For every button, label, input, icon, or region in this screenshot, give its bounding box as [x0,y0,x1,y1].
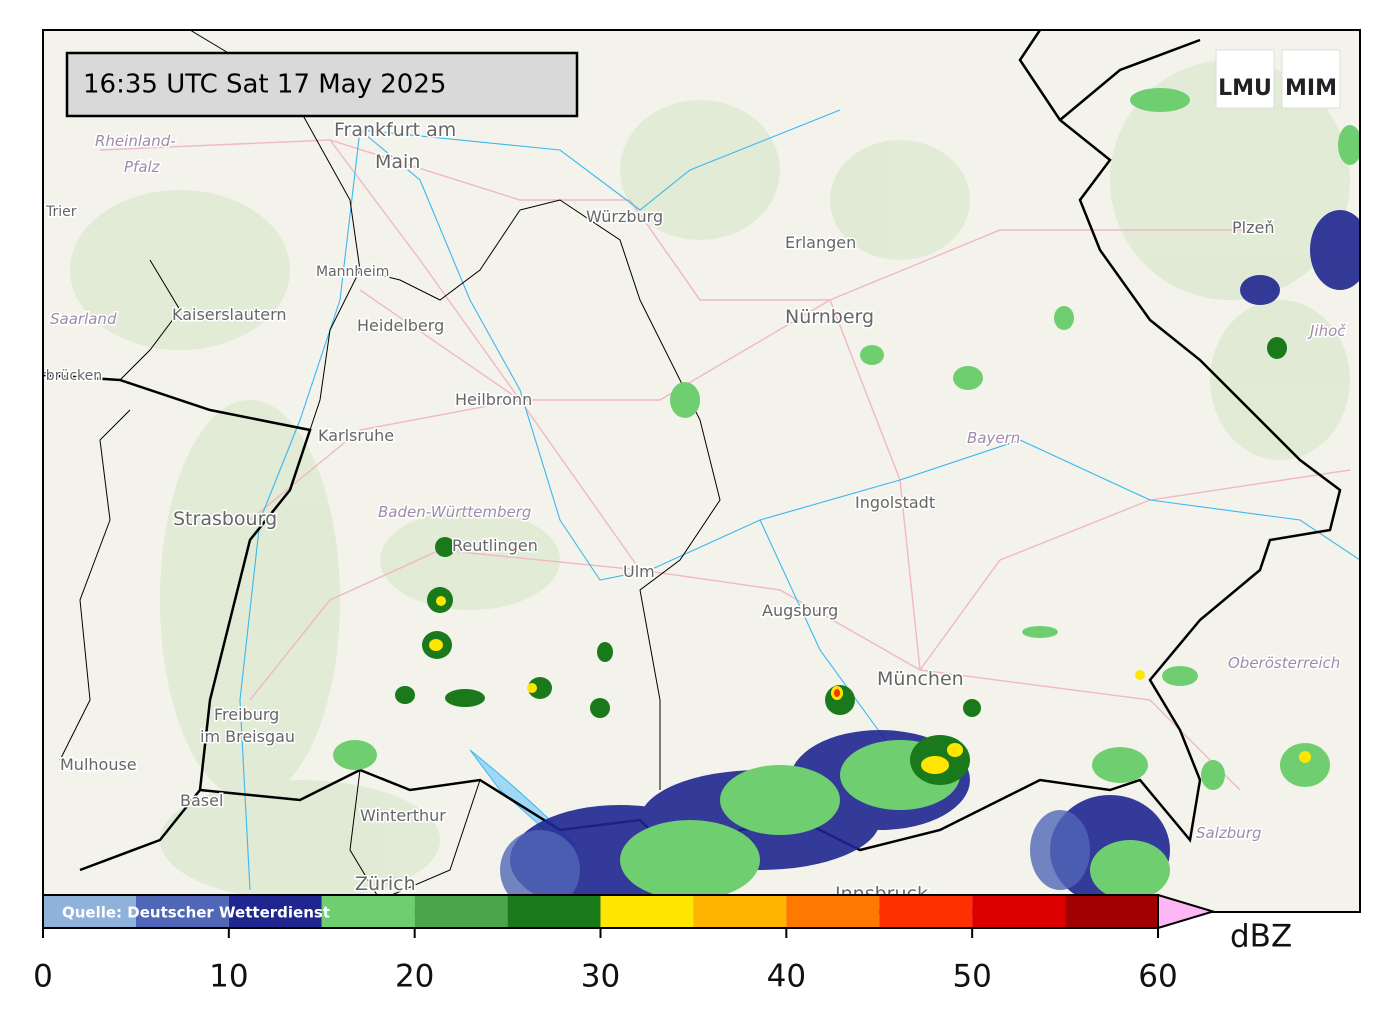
city-label: München [877,668,964,690]
colorbar-bin [1065,895,1158,928]
region-label: Rheinland- [95,132,176,150]
city-label: Karlsruhe [318,426,394,445]
colorbar-bin [43,895,136,928]
colorbar-tick-label: 50 [952,959,991,995]
colorbar: Quelle: Deutscher Wetterdienst 0 10 20 30 40 5… [33,893,1292,995]
city-label: Heilbronn [455,390,532,409]
city-label: im Breisgau [200,727,295,746]
logo-box [1281,49,1341,109]
city-label: Nürnberg [785,306,874,328]
colorbar-bin [507,895,601,928]
city-label: Trier [45,204,77,220]
colorbar-bin [228,895,322,928]
city-label: Mulhouse [60,755,137,774]
colorbar-tick-label: 10 [209,959,248,995]
city-label: Augsburg [762,601,838,620]
colorbar-tick-label: 60 [1138,959,1177,995]
city-label: Plzeň [1232,218,1274,237]
colorbar-bin [321,895,415,928]
city-label: Würzburg [586,207,663,226]
radar-echoes [333,88,1360,912]
region-label: Saarland [50,310,117,328]
city-label: Ingolstadt [855,493,935,512]
timestamp-background [65,51,579,118]
colorbar-bin [879,895,973,928]
city-label: Reutlingen [452,536,538,555]
timestamp-box: 16:35 UTC Sat 17 May 2025 [65,51,579,118]
city-label: Saarbrücken [14,368,102,384]
colorbar-bin [786,895,880,928]
city-label: Mannheim [316,264,389,280]
colorbar-tick-label: 30 [581,959,620,995]
city-label: Main [375,151,420,173]
logo-text: MIM [1285,76,1337,101]
city-label: Heidelberg [357,316,444,335]
region-label: Bayern [967,429,1020,447]
logo-text: LMU [1218,76,1272,101]
colorbar-unit: dBZ [1230,919,1292,955]
map-layer: Frankfurt am Main Rheinland- Pfalz Trier… [14,30,1360,912]
colorbar-tick-label: 20 [395,959,434,995]
colorbar-bin [972,895,1066,928]
forest-areas [70,60,1350,900]
colorbar-bin [600,895,694,928]
colorbar-bin [135,895,229,928]
region-label: Baden-Württemberg [378,503,531,521]
region-label: Pfalz [124,158,161,176]
city-label: Ulm [623,562,655,581]
city-label: Freiburg [214,705,279,724]
colorbar-source: Quelle: Deutscher Wetterdienst [62,904,330,922]
colorbar-tick-label: 40 [767,959,806,995]
region-label: Oberösterreich [1228,654,1340,672]
city-label: Basel [180,791,223,810]
city-label: Winterthur [360,806,446,825]
region-label: Jihoč [1307,322,1346,340]
city-label: Kaiserslautern [172,305,287,324]
rivers [239,109,1360,891]
region-label: Salzburg [1196,824,1261,842]
timestamp: 16:35 UTC Sat 17 May 2025 [83,70,446,100]
logos: LMU MIM [1215,49,1341,109]
city-label: Erlangen [785,233,856,252]
logo-box [1215,49,1275,109]
colorbar-bin [414,895,508,928]
colorbar-tick-label: 0 [33,959,53,995]
colorbar-bin [693,895,787,928]
city-label: Strasbourg [173,508,277,530]
city-label: Frankfurt am [334,119,456,141]
city-label: Zürich [355,873,416,895]
